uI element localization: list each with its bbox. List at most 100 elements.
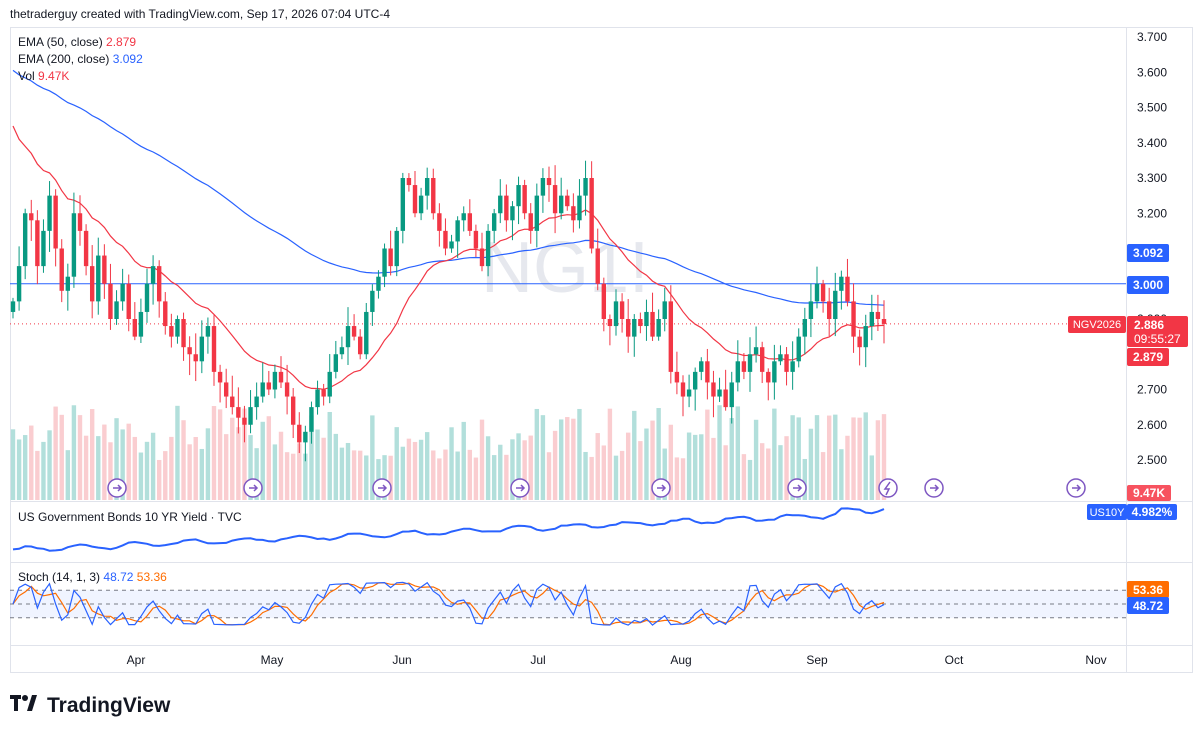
volume-bar	[625, 432, 631, 500]
volume-bar	[169, 436, 174, 500]
candle	[869, 294, 875, 341]
last-price-text: 2.886	[1134, 318, 1164, 332]
candle	[16, 246, 22, 311]
candle	[10, 297, 16, 319]
symbol-watermark: NG1!	[481, 228, 649, 308]
candle	[662, 287, 667, 332]
candle	[766, 368, 771, 401]
candle	[242, 405, 247, 443]
legend-vol[interactable]: Vol 9.47K	[18, 68, 143, 85]
volume-bar	[175, 405, 180, 500]
dividend-event-icon[interactable]	[651, 478, 671, 498]
earnings-flash-icon[interactable]	[878, 478, 898, 498]
volume-bar	[345, 442, 351, 500]
candle	[753, 326, 759, 363]
us10y-symbol-badge	[1087, 504, 1127, 520]
candle	[187, 336, 192, 376]
dividend-event-icon[interactable]	[243, 478, 263, 498]
dividend-event-icon[interactable]	[372, 478, 392, 498]
symbol-badge-text: NGV2026	[1073, 319, 1121, 331]
candle	[461, 206, 466, 232]
volume-bar	[522, 440, 527, 500]
stoch-legend-label: Stoch (14, 1, 3)	[18, 570, 101, 584]
volume-bar	[778, 445, 783, 500]
volume-bar	[571, 418, 576, 500]
volume-bar	[144, 441, 150, 500]
ema50-badge	[1127, 348, 1169, 366]
volume-bar	[473, 457, 479, 500]
candle	[315, 380, 320, 415]
dividend-event-icon[interactable]	[107, 478, 127, 498]
volume-bar	[717, 405, 722, 500]
y-tick-label: 3.200	[1137, 206, 1167, 220]
candle	[583, 160, 588, 216]
volume-bar	[735, 406, 741, 500]
legend-ema200-label: EMA (200, close)	[18, 52, 110, 66]
candle	[686, 374, 692, 408]
x-tick-label: May	[261, 653, 284, 667]
tradingview-logo-icon	[10, 693, 40, 719]
us10y-symbol-text: US10Y	[1090, 507, 1126, 519]
candle	[784, 347, 789, 386]
us10y-value-badge	[1127, 504, 1177, 520]
candle	[491, 208, 497, 243]
symbol-badge	[1068, 316, 1126, 333]
volume-bar	[632, 410, 637, 500]
volume-bar	[565, 417, 570, 500]
candle	[443, 218, 448, 256]
candle	[96, 237, 101, 315]
candle	[820, 279, 826, 313]
legend-ema50[interactable]: EMA (50, close) 2.879	[18, 34, 143, 51]
dividend-event-icon[interactable]	[510, 478, 530, 498]
volume-bar	[327, 411, 332, 500]
volume-bar	[680, 458, 686, 500]
y-tick-label: 2.600	[1137, 418, 1167, 432]
volume-bar	[674, 457, 680, 500]
ema200-badge-text: 3.092	[1133, 246, 1163, 260]
y-tick-label: 2.500	[1137, 453, 1167, 467]
y-tick-label: 3.400	[1137, 136, 1167, 150]
candle	[260, 362, 265, 403]
candle	[510, 201, 515, 241]
dividend-event-icon[interactable]	[924, 478, 944, 498]
candle	[394, 227, 399, 277]
candle	[668, 285, 674, 384]
candle	[881, 300, 887, 344]
volume-bar	[47, 430, 52, 500]
volume-bar	[205, 428, 211, 500]
bonds-legend[interactable]: US Government Bonds 10 YR Yield · TVC	[18, 509, 242, 526]
volume-bar	[16, 439, 22, 500]
candle	[613, 289, 619, 336]
candle	[272, 364, 278, 399]
volume-bar	[41, 441, 46, 500]
candle	[364, 302, 369, 360]
legend-ema200[interactable]: EMA (200, close) 3.092	[18, 51, 143, 68]
volume-bar	[510, 439, 515, 500]
ema200-badge	[1127, 244, 1169, 262]
stoch-legend[interactable]: Stoch (14, 1, 3) 48.72 53.36	[18, 569, 167, 586]
candle	[254, 382, 259, 420]
volume-bar	[382, 455, 387, 500]
dividend-event-icon[interactable]	[787, 478, 807, 498]
candle	[711, 370, 716, 418]
candle	[77, 195, 83, 246]
candle	[284, 364, 290, 415]
candle	[376, 270, 381, 299]
volume-bar	[400, 446, 406, 500]
volume-bar	[638, 441, 643, 500]
dividend-event-icon[interactable]	[1066, 478, 1086, 498]
volume-bar	[753, 419, 759, 500]
legend-ema200-value: 3.092	[112, 52, 143, 66]
candle	[571, 193, 576, 233]
x-tick-label: Oct	[945, 653, 964, 667]
candle	[248, 390, 253, 434]
volume-bar	[114, 418, 119, 500]
candle	[638, 312, 643, 334]
candle	[851, 283, 856, 353]
candle	[223, 368, 229, 409]
candle	[601, 277, 607, 332]
volume-bar	[711, 437, 716, 500]
candle	[729, 371, 734, 424]
volume-bar	[461, 421, 466, 500]
